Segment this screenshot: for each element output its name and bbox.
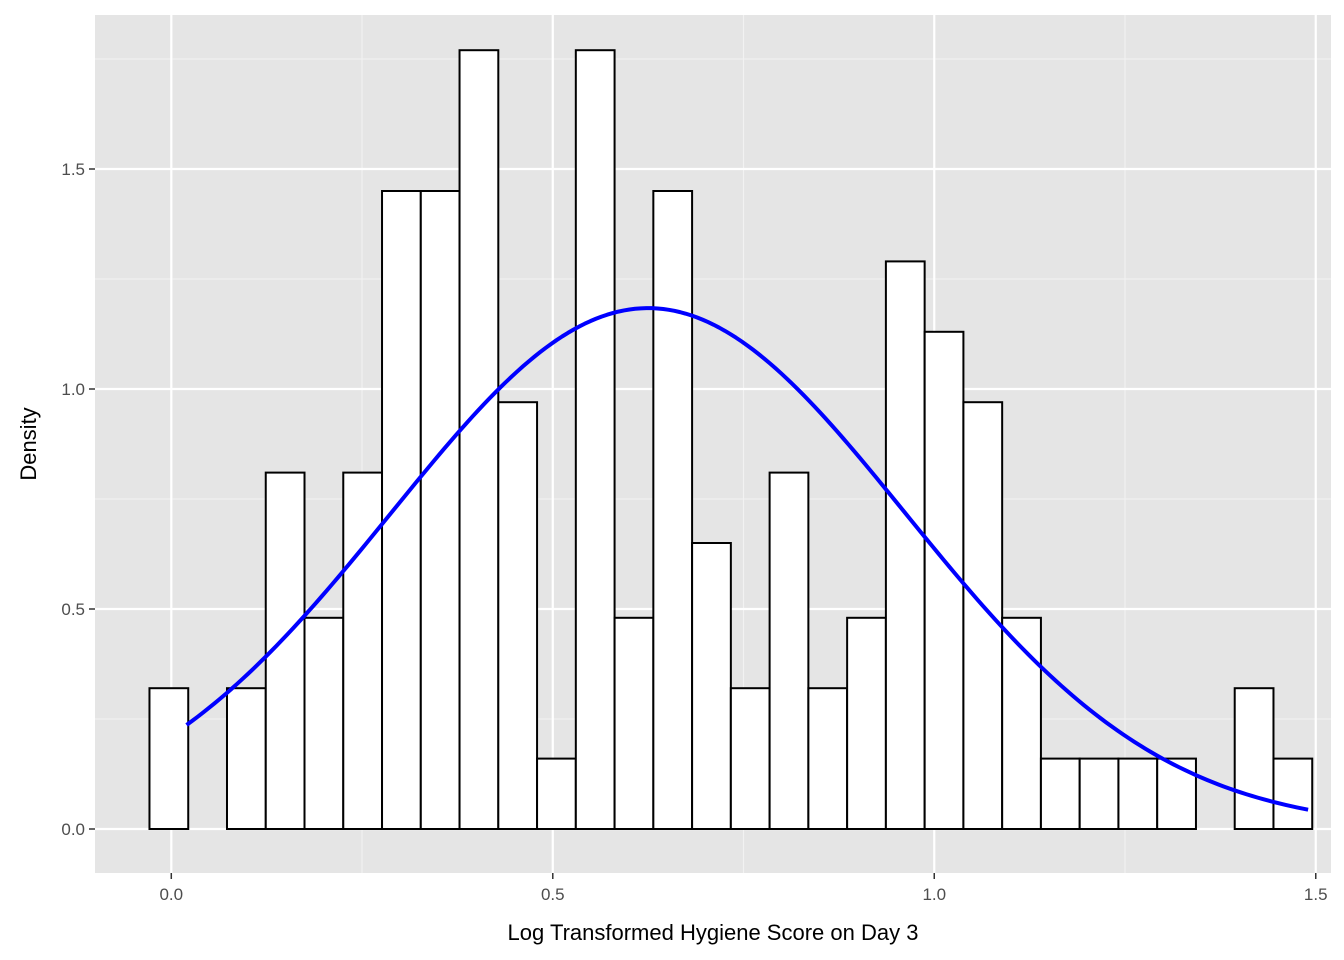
y-tick-label: 1.0	[61, 380, 85, 399]
x-axis-title: Log Transformed Hygiene Score on Day 3	[508, 920, 919, 945]
histogram-bar	[303, 616, 345, 830]
histogram-bar	[342, 471, 384, 830]
histogram-bar	[923, 330, 965, 830]
x-tick-label: 1.0	[922, 885, 946, 904]
y-tick-label: 0.0	[61, 820, 85, 839]
histogram-bar	[148, 687, 190, 831]
histogram-bar	[536, 757, 577, 830]
histogram-bar	[497, 401, 539, 830]
histogram-bar	[1272, 757, 1314, 830]
histogram-bar	[807, 687, 849, 831]
histogram-bar	[225, 687, 267, 831]
y-tick-label: 1.5	[61, 160, 85, 179]
histogram-bar	[613, 616, 655, 830]
histogram-bar	[1001, 616, 1042, 830]
histogram-bar	[846, 616, 887, 830]
histogram-bar	[691, 542, 732, 830]
x-tick-label: 0.5	[541, 885, 565, 904]
x-tick-label: 0.0	[159, 885, 183, 904]
histogram-bar	[458, 49, 500, 830]
y-tick-label: 0.5	[61, 600, 85, 619]
histogram-bar	[1039, 757, 1081, 830]
histogram-bar	[652, 190, 694, 830]
histogram-bar	[1117, 757, 1159, 830]
histogram-bar	[1233, 687, 1275, 831]
histogram-bar	[1156, 757, 1197, 830]
y-axis-title: Density	[16, 407, 41, 480]
histogram-bar	[768, 471, 810, 830]
x-tick-label: 1.5	[1304, 885, 1328, 904]
histogram-bar	[729, 687, 771, 831]
histogram-bar	[574, 49, 616, 830]
histogram-bar	[1078, 757, 1120, 830]
normal-density-curve	[185, 306, 1309, 812]
y-axis: 0.0 0.5 1.0 1.5	[61, 160, 95, 839]
x-axis: 0.0 0.5 1.0 1.5	[159, 873, 1328, 904]
histogram-bar	[381, 190, 422, 830]
histogram-bar	[419, 190, 461, 830]
histogram-bar	[884, 260, 926, 830]
histogram-bars	[148, 49, 1314, 831]
histogram-bar	[962, 401, 1004, 830]
